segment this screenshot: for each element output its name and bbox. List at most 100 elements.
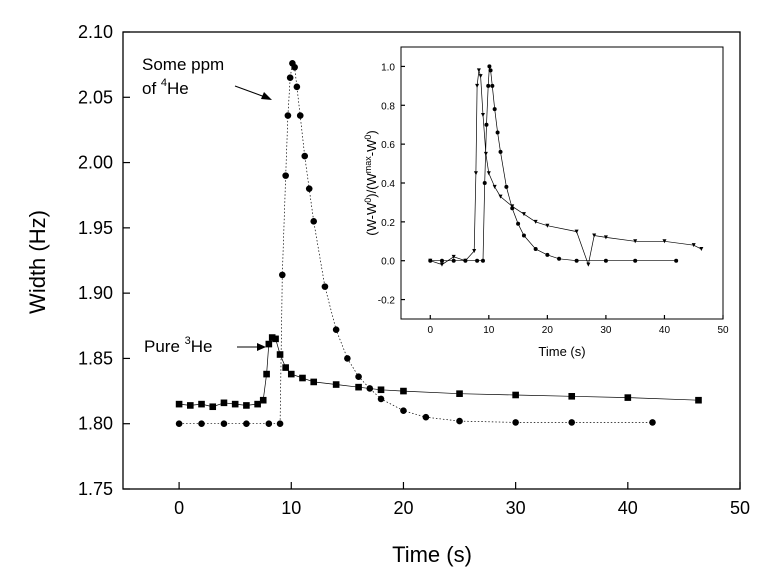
inset-series-2-point bbox=[475, 258, 480, 263]
inset-series-1-point bbox=[592, 233, 597, 238]
main-x-tick-label: 10 bbox=[281, 498, 301, 518]
inset-series-2-point bbox=[545, 252, 550, 257]
main-series-1-point bbox=[276, 351, 284, 358]
inset-y-tick-label: 1.0 bbox=[381, 62, 395, 73]
annotation-some-ppm-line1: Some ppm bbox=[142, 55, 224, 74]
inset-series-2-point bbox=[428, 258, 433, 263]
main-series-1-point bbox=[310, 378, 318, 386]
main-y-tick-label: 1.80 bbox=[78, 414, 113, 434]
inset-series-1-point bbox=[439, 262, 444, 267]
inset-series-1-point bbox=[521, 212, 526, 217]
main-series-1-point bbox=[624, 394, 632, 401]
inset-series-2-point bbox=[557, 256, 562, 261]
main-series-2-point bbox=[332, 326, 340, 334]
inset-y-tick-label: 0.0 bbox=[381, 257, 395, 268]
main-series-2-point bbox=[291, 63, 298, 71]
main-x-tick-label: 30 bbox=[506, 498, 526, 518]
inset-series-2-point bbox=[439, 258, 444, 263]
inset-series-2-point bbox=[480, 258, 485, 263]
main-series-1-point bbox=[332, 381, 340, 388]
main-series-2-point bbox=[344, 355, 351, 362]
inset-y-tick-label: 0.2 bbox=[381, 218, 395, 229]
inset-x-axis-title: Time (s) bbox=[538, 344, 585, 359]
main-series-2-point bbox=[377, 395, 385, 403]
main-series-1-point bbox=[282, 364, 289, 371]
annotation-some-ppm-line2: of bbox=[142, 79, 161, 98]
main-series-1-point bbox=[268, 334, 276, 341]
main-series-2-point bbox=[284, 112, 292, 119]
inset-series-1-point bbox=[486, 171, 491, 176]
main-y-tick-label: 2.10 bbox=[78, 22, 113, 42]
main-series-1-point bbox=[287, 370, 295, 378]
inset-series-1-point bbox=[603, 235, 608, 240]
main-series-1-point bbox=[400, 387, 407, 395]
inset-x-tick-label: 10 bbox=[483, 325, 495, 336]
inset-series-1-point bbox=[586, 262, 591, 267]
inset-series-2-point bbox=[451, 258, 456, 263]
inset-series-1-point bbox=[533, 219, 538, 224]
main-series-2-point bbox=[355, 373, 362, 381]
main-series-2-point bbox=[243, 420, 250, 428]
inset-series-1-point bbox=[662, 239, 667, 244]
main-series-2-point bbox=[310, 218, 318, 225]
main-series-1-point bbox=[512, 391, 519, 399]
inset-series-2-point bbox=[463, 258, 468, 263]
main-series-group bbox=[175, 60, 702, 428]
inset-ylabel-part-1: (W-W bbox=[364, 202, 379, 236]
main-y-tick-label: 1.95 bbox=[78, 218, 113, 238]
inset-x-tick-label: 40 bbox=[659, 325, 671, 336]
inset-series-2-point bbox=[504, 184, 509, 189]
main-series-2-point bbox=[278, 271, 286, 279]
inset-ylabel-part-2: )/(W bbox=[364, 173, 379, 198]
inset-x-axis: 0 10 20 30 40 50 bbox=[427, 315, 729, 336]
main-x-tick-label: 0 bbox=[174, 498, 184, 518]
inset-series-group bbox=[428, 64, 704, 267]
inset-series-1-point bbox=[473, 171, 478, 176]
inset-series-2-point bbox=[603, 258, 608, 263]
main-series-2-point bbox=[198, 420, 205, 428]
main-series-2-point bbox=[175, 420, 183, 428]
inset-series-1-point bbox=[545, 223, 550, 228]
inset-series-1-point bbox=[480, 113, 485, 117]
inset-series-2-point bbox=[484, 122, 489, 127]
main-series-1-point bbox=[265, 340, 273, 348]
main-x-axis-title: Time (s) bbox=[392, 542, 472, 567]
annotation-some-ppm-arrow bbox=[234, 85, 272, 100]
main-y-axis-title: Width (Hz) bbox=[25, 210, 50, 314]
main-series-1-point bbox=[263, 370, 270, 378]
main-series-1-point bbox=[377, 386, 385, 394]
inset-series-1-point bbox=[498, 194, 503, 199]
main-series-1-point bbox=[220, 399, 228, 407]
inset-series-1-point bbox=[475, 83, 480, 88]
inset-x-tick-label: 20 bbox=[542, 325, 554, 336]
inset-series-2-point bbox=[482, 181, 487, 185]
main-series-1-point bbox=[243, 402, 250, 409]
inset-ylabel-sup-max: max bbox=[363, 156, 373, 174]
inset-series-1-point bbox=[476, 68, 481, 73]
main-series-2-point bbox=[512, 419, 519, 426]
inset-y-axis-title: (W-W0)/(Wmax-W0) bbox=[363, 130, 379, 236]
main-y-tick-label: 1.85 bbox=[78, 348, 113, 368]
annotation-pure-he3-arrow bbox=[237, 343, 266, 351]
main-series-1-point bbox=[299, 374, 306, 382]
main-series-2-point bbox=[286, 74, 294, 81]
inset-series-2-point bbox=[533, 247, 538, 252]
inset-series-1-point bbox=[691, 243, 696, 248]
inset-ylabel-part-3: -W bbox=[364, 139, 379, 156]
inset-series-2-point bbox=[490, 83, 495, 88]
inset-ylabel-sup-0b: 0 bbox=[363, 135, 373, 140]
main-series-1-point bbox=[231, 400, 239, 408]
inset-series-2-point bbox=[574, 258, 579, 263]
inset-series-1-point bbox=[451, 254, 456, 259]
inset-series-2-point bbox=[633, 258, 638, 263]
main-series-2-point bbox=[276, 420, 284, 428]
inset-series-1-point bbox=[699, 247, 704, 252]
main-series-1-point bbox=[254, 400, 261, 408]
main-series-1-point bbox=[695, 396, 702, 404]
main-y-axis: 1.75 1.80 1.85 1.90 1.95 2.00 2.05 2.10 bbox=[78, 22, 130, 499]
main-series-2-point bbox=[296, 112, 304, 119]
inset-plot-area bbox=[400, 46, 724, 320]
inset-series-1-point bbox=[492, 184, 497, 189]
inset-series-1-point bbox=[472, 249, 477, 253]
main-series-2-point bbox=[220, 420, 228, 428]
